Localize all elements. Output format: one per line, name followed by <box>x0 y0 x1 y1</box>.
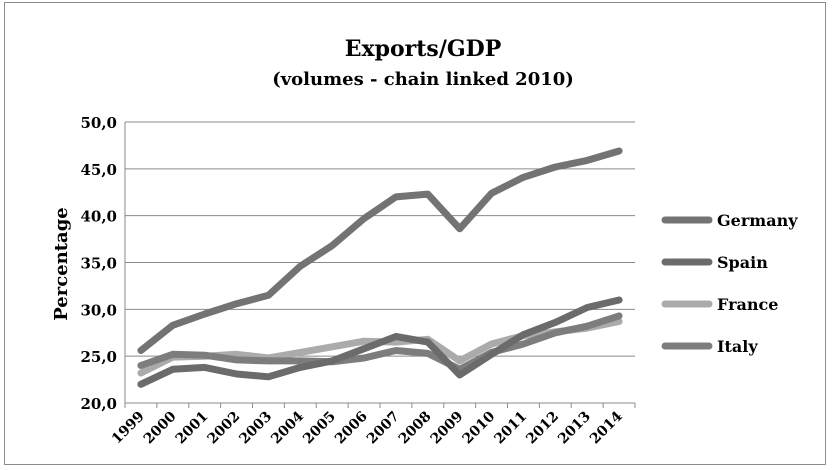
x-tick-label: 2006 <box>332 409 371 448</box>
x-tick-label: 2013 <box>555 409 594 448</box>
x-tick-label: 2001 <box>173 409 212 448</box>
y-tick-label: 30,0 <box>80 301 117 319</box>
legend-label-germany: Germany <box>717 211 798 230</box>
x-tick-label: 1999 <box>109 409 148 448</box>
series-line-germany <box>137 147 623 354</box>
exports-gdp-chart: Exports/GDP (volumes - chain linked 2010… <box>51 36 798 448</box>
x-tick-label: 2003 <box>236 409 275 448</box>
chart-frame: Exports/GDP (volumes - chain linked 2010… <box>4 2 826 465</box>
legend-label-spain: Spain <box>717 253 768 272</box>
chart-title: Exports/GDP <box>345 36 502 62</box>
y-tick-label: 50,0 <box>80 114 117 132</box>
x-tick-label: 2010 <box>460 408 499 447</box>
legend-label-france: France <box>717 295 778 314</box>
series-line-spain <box>137 296 623 388</box>
chart-subtitle: (volumes - chain linked 2010) <box>272 69 574 90</box>
x-tick-label: 2000 <box>141 408 180 447</box>
x-tick-label: 2012 <box>523 409 562 448</box>
x-tick-label: 2005 <box>300 409 339 448</box>
x-tick-label: 2004 <box>268 408 307 447</box>
x-tick-label: 2011 <box>491 409 530 448</box>
y-tick-label: 40,0 <box>80 208 117 226</box>
x-tick-label: 2002 <box>205 409 244 448</box>
series-line-italy <box>137 312 623 373</box>
y-tick-label: 35,0 <box>80 255 117 273</box>
series-line-france <box>137 318 623 377</box>
y-tick-label: 20,0 <box>80 395 117 413</box>
y-axis-label: Percentage <box>51 207 72 321</box>
legend-label-italy: Italy <box>717 337 758 356</box>
x-tick-label: 2008 <box>396 409 435 448</box>
x-tick-label: 2009 <box>428 409 467 448</box>
y-tick-label: 45,0 <box>80 161 117 179</box>
y-tick-label: 25,0 <box>80 348 117 366</box>
x-tick-label: 2007 <box>364 409 403 448</box>
x-tick-label: 2014 <box>587 408 626 447</box>
